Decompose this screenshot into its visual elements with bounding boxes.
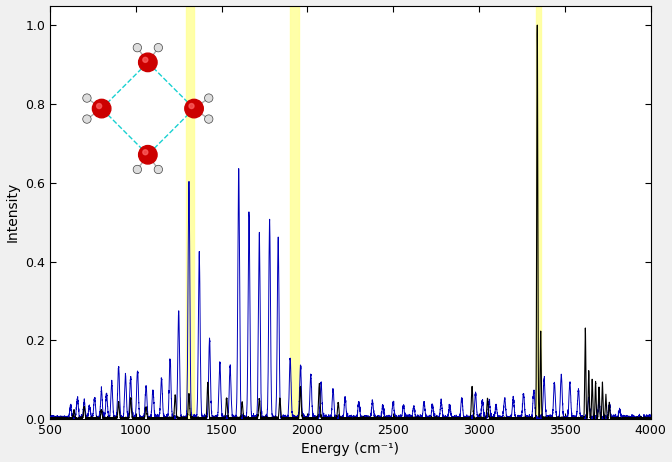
Y-axis label: Intensity: Intensity — [5, 182, 19, 243]
Bar — [185, 6, 194, 419]
Circle shape — [189, 103, 194, 109]
Circle shape — [185, 99, 203, 118]
Circle shape — [92, 99, 111, 118]
Bar — [290, 6, 299, 419]
Circle shape — [154, 165, 163, 174]
Circle shape — [138, 146, 157, 164]
Circle shape — [154, 43, 163, 52]
Circle shape — [83, 115, 91, 123]
Circle shape — [138, 53, 157, 72]
Circle shape — [97, 103, 101, 109]
Circle shape — [204, 115, 213, 123]
Circle shape — [133, 165, 142, 174]
Circle shape — [204, 94, 213, 102]
Bar — [536, 6, 541, 419]
Circle shape — [133, 43, 142, 52]
Circle shape — [83, 94, 91, 102]
X-axis label: Energy (cm⁻¹): Energy (cm⁻¹) — [301, 443, 399, 456]
Circle shape — [142, 57, 148, 62]
Circle shape — [142, 150, 148, 155]
